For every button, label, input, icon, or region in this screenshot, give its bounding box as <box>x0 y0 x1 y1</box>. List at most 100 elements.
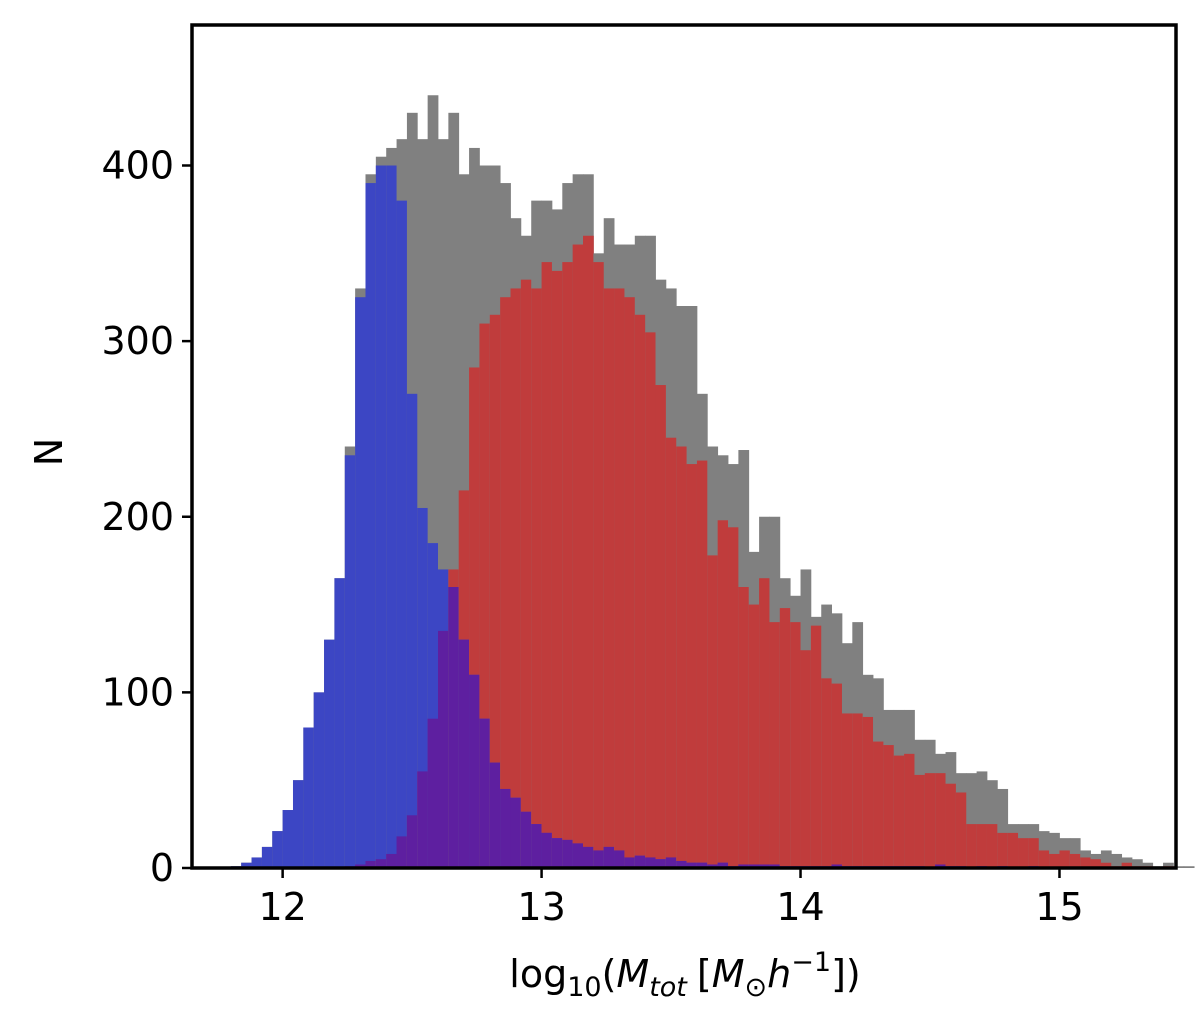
bar-red <box>676 446 687 868</box>
bar-blue <box>261 846 273 868</box>
bar-red <box>852 713 864 868</box>
bar-total <box>1163 862 1174 868</box>
bar-red <box>914 774 926 868</box>
bar-red <box>593 262 605 868</box>
bar-overlap <box>759 864 770 868</box>
bar-overlap <box>624 857 636 868</box>
bar-blue <box>272 831 284 868</box>
bar-red <box>562 262 574 868</box>
bar-blue <box>251 857 263 868</box>
bar-red <box>997 832 1009 868</box>
bar-blue <box>396 200 408 868</box>
bar-red <box>624 297 636 868</box>
y-tick-label: 300 <box>101 319 174 363</box>
bar-overlap <box>655 859 667 868</box>
bar-red <box>717 520 729 868</box>
bar-blue <box>241 862 252 868</box>
bar-red <box>1100 862 1112 868</box>
bar-red <box>603 288 615 868</box>
bar-red <box>1049 853 1060 868</box>
bar-blue <box>334 578 346 868</box>
bar-blue <box>427 543 439 868</box>
bar-total <box>1131 859 1143 868</box>
bar-red <box>614 288 625 868</box>
bar-red <box>966 824 978 868</box>
bar-red <box>862 716 874 868</box>
bar-overlap <box>355 864 366 868</box>
bar-total <box>427 95 439 868</box>
bar-red <box>1121 862 1133 868</box>
bar-overlap <box>427 718 439 868</box>
bar-red <box>759 578 770 868</box>
y-tick-label: 100 <box>101 670 174 714</box>
bar-red <box>541 262 553 868</box>
bar-red <box>924 773 936 868</box>
bar-overlap <box>365 860 377 868</box>
bar-red <box>510 288 522 868</box>
bar-red <box>1028 838 1040 868</box>
plot-frame <box>190 23 1178 870</box>
bar-red <box>976 824 988 868</box>
bar-overlap <box>614 850 625 868</box>
bar-overlap <box>593 850 605 868</box>
bar-red <box>572 244 584 868</box>
bar-overlap <box>500 788 511 868</box>
bar-blue <box>386 165 397 868</box>
bar-total <box>1069 838 1081 868</box>
bar-red <box>551 270 563 868</box>
bar-red <box>489 314 501 868</box>
bar-red <box>748 604 760 868</box>
bar-red <box>1018 838 1029 868</box>
x-tick-label: 13 <box>517 885 565 929</box>
bar-total <box>438 139 449 868</box>
bar-overlap <box>717 862 729 868</box>
bar-total <box>1183 866 1195 868</box>
bar-overlap <box>448 587 460 868</box>
bar-total <box>997 788 1009 868</box>
bar-red <box>469 367 480 868</box>
bar-red <box>935 773 946 868</box>
bar-red <box>790 622 801 868</box>
bar-red <box>800 650 812 868</box>
bar-overlap <box>665 857 677 868</box>
y-axis-label: N <box>27 438 71 466</box>
bar-overlap <box>572 843 584 868</box>
bar-red <box>883 745 895 868</box>
bar-red <box>531 288 542 868</box>
bar-overlap <box>438 630 449 868</box>
bar-red <box>831 683 843 868</box>
bar-overlap <box>707 864 719 868</box>
bar-total <box>448 112 460 868</box>
bar-red <box>1038 850 1050 868</box>
bar-overlap <box>510 797 522 868</box>
bar-red <box>769 622 781 868</box>
bar-red <box>945 783 957 868</box>
bar-blue <box>365 183 377 868</box>
bar-overlap <box>375 859 387 868</box>
bar-red <box>810 625 822 868</box>
bar-red <box>665 437 677 868</box>
bar-red <box>779 608 791 868</box>
bar-red <box>821 678 832 868</box>
bar-overlap <box>748 864 760 868</box>
bar-overlap <box>769 864 781 868</box>
x-axis-label: log10(Mtot [M⊙h−1]) <box>509 947 860 1003</box>
bar-total <box>1100 850 1112 868</box>
bar-blue <box>406 393 418 868</box>
bar-blue <box>303 727 315 868</box>
bar-overlap <box>645 857 656 868</box>
bar-overlap <box>562 839 574 868</box>
bar-overlap <box>520 811 532 868</box>
bar-red <box>1007 832 1019 868</box>
bar-red <box>1090 859 1102 868</box>
bar-blue <box>292 780 304 868</box>
bar-red <box>1069 853 1081 868</box>
x-tick-label: 14 <box>776 885 824 929</box>
bar-overlap <box>603 846 615 868</box>
bar-red <box>1080 857 1091 868</box>
bar-red <box>893 755 905 868</box>
x-axis-ticks: 12 13 14 15 <box>258 868 1084 929</box>
bar-red <box>873 741 884 868</box>
bar-overlap <box>531 824 542 868</box>
